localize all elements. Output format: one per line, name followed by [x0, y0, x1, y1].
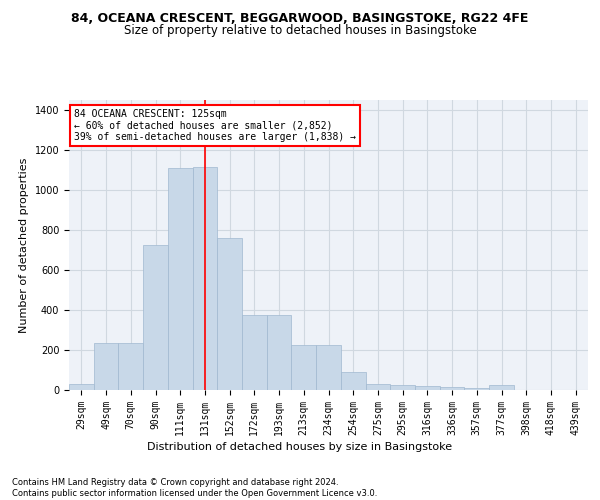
Bar [118, 343, 143, 390]
Bar [341, 372, 365, 390]
Bar [267, 315, 292, 390]
Bar [464, 388, 489, 390]
Bar [168, 168, 193, 390]
Text: Size of property relative to detached houses in Basingstoke: Size of property relative to detached ho… [124, 24, 476, 37]
Bar [489, 385, 514, 390]
Text: Distribution of detached houses by size in Basingstoke: Distribution of detached houses by size … [148, 442, 452, 452]
Text: Contains HM Land Registry data © Crown copyright and database right 2024.
Contai: Contains HM Land Registry data © Crown c… [12, 478, 377, 498]
Bar [415, 386, 440, 390]
Bar [292, 345, 316, 390]
Bar [440, 387, 464, 390]
Bar [217, 238, 242, 390]
Bar [193, 167, 217, 390]
Bar [242, 315, 267, 390]
Bar [316, 345, 341, 390]
Bar [69, 384, 94, 390]
Bar [390, 385, 415, 390]
Bar [365, 384, 390, 390]
Bar [94, 343, 118, 390]
Y-axis label: Number of detached properties: Number of detached properties [19, 158, 29, 332]
Text: 84 OCEANA CRESCENT: 125sqm
← 60% of detached houses are smaller (2,852)
39% of s: 84 OCEANA CRESCENT: 125sqm ← 60% of deta… [74, 108, 356, 142]
Text: 84, OCEANA CRESCENT, BEGGARWOOD, BASINGSTOKE, RG22 4FE: 84, OCEANA CRESCENT, BEGGARWOOD, BASINGS… [71, 12, 529, 26]
Bar [143, 245, 168, 390]
